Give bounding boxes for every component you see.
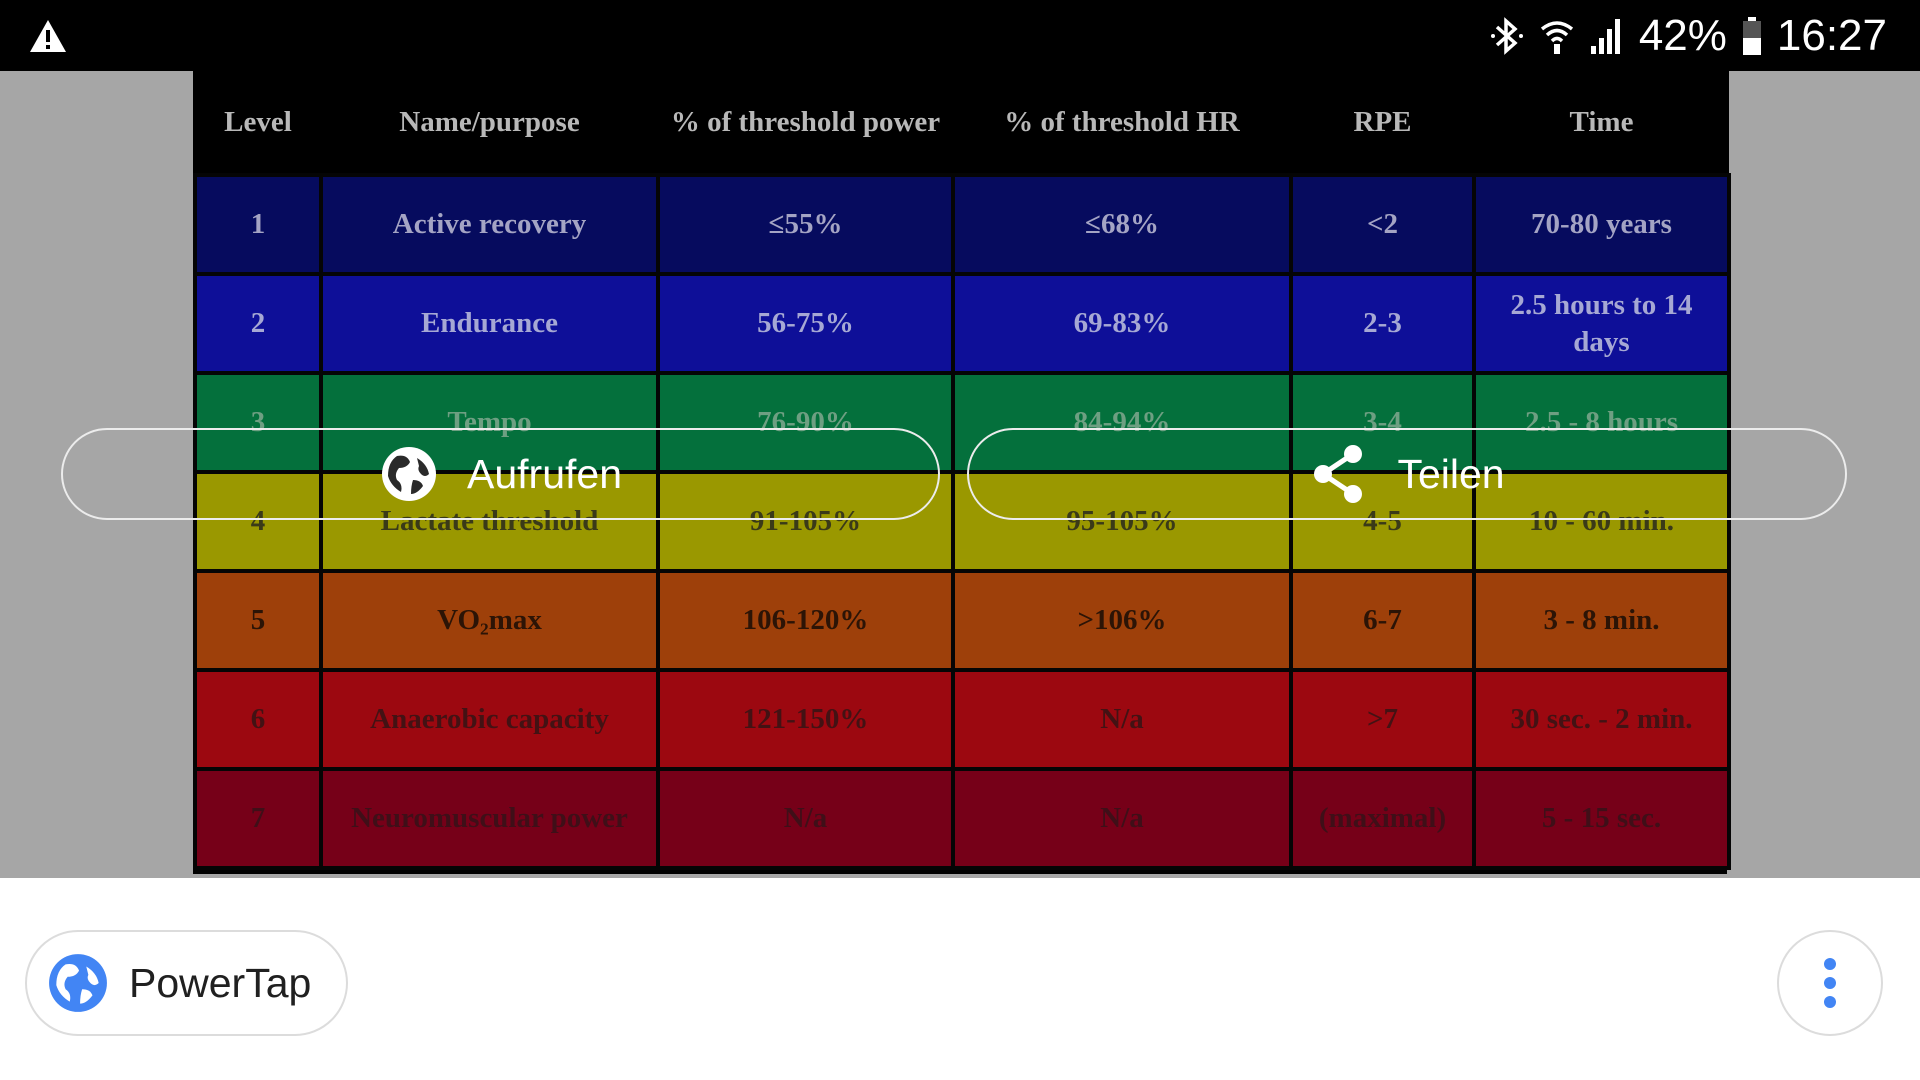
table-cell: ≤55% xyxy=(656,173,955,276)
table-cell: VO₂max xyxy=(319,569,660,672)
table-cell: 5 - 15 sec. xyxy=(1472,767,1731,870)
table-cell: 3-4 xyxy=(1289,371,1476,474)
bluetooth-icon xyxy=(1490,16,1523,55)
table-row: 4 Lactate threshold 91-105% 95-105% 4-5 … xyxy=(193,470,1731,573)
table-cell: 2.5 hours to 14 days xyxy=(1472,272,1731,375)
signal-icon xyxy=(1590,18,1620,54)
table-cell: 30 sec. - 2 min. xyxy=(1472,668,1731,771)
share-button[interactable]: Teilen xyxy=(967,428,1847,520)
status-bar: 42% 16:27 xyxy=(0,0,1920,71)
table-cell: Tempo xyxy=(319,371,660,474)
source-label: PowerTap xyxy=(129,959,312,1006)
table-cell: (maximal) xyxy=(1289,767,1476,870)
table-cell: >7 xyxy=(1289,668,1476,771)
table-cell: 2-3 xyxy=(1289,272,1476,375)
header-hr: % of threshold HR xyxy=(953,71,1291,175)
header-rpe: RPE xyxy=(1291,71,1474,175)
table-cell: 56-75% xyxy=(656,272,955,375)
image-viewer[interactable]: Level Name/purpose % of threshold power … xyxy=(0,71,1920,878)
table-cell: 5 xyxy=(193,569,323,672)
table-cell: >106% xyxy=(951,569,1293,672)
table-cell: 4 xyxy=(193,470,323,573)
battery-percent: 42% xyxy=(1638,10,1727,60)
table-cell: Endurance xyxy=(319,272,660,375)
table-row: 1 Active recovery ≤55% ≤68% <2 70-80 yea… xyxy=(193,173,1731,276)
table-cell: 2 xyxy=(193,272,323,375)
table-cell: 69-83% xyxy=(951,272,1293,375)
table-cell: Lactate threshold xyxy=(319,470,660,573)
header-name: Name/purpose xyxy=(321,71,658,175)
table-cell: 95-105% xyxy=(951,470,1293,573)
table-row: 5 VO₂max 106-120% >106% 6-7 3 - 8 min. xyxy=(193,569,1731,672)
header-power: % of threshold power xyxy=(658,71,953,175)
table-cell: 3 - 8 min. xyxy=(1472,569,1731,672)
table-cell: 10 - 60 min. xyxy=(1472,470,1731,573)
table-cell: 121-150% xyxy=(656,668,955,771)
table-cell: 91-105% xyxy=(656,470,955,573)
table-row: 3 Tempo 76-90% 84-94% 3-4 2.5 - 8 hours xyxy=(193,371,1731,474)
warning-icon xyxy=(30,20,66,52)
table-row: 7 Neuromuscular power N/a N/a (maximal) … xyxy=(193,767,1731,870)
share-label: Teilen xyxy=(1397,450,1505,497)
table-cell: 70-80 years xyxy=(1472,173,1731,276)
visit-label: Aufrufen xyxy=(467,450,622,497)
training-zones-image: Level Name/purpose % of threshold power … xyxy=(193,71,1731,874)
bottom-bar: PowerTap xyxy=(0,878,1920,1080)
table-cell: 1 xyxy=(193,173,323,276)
table-cell: Neuromuscular power xyxy=(319,767,660,870)
table-cell: <2 xyxy=(1289,173,1476,276)
table-cell: N/a xyxy=(951,668,1293,771)
status-icons: 42% 16:27 xyxy=(1489,0,1887,71)
table-cell: 2.5 - 8 hours xyxy=(1472,371,1731,474)
source-chip[interactable]: PowerTap xyxy=(25,930,348,1036)
table-cell: 4-5 xyxy=(1289,470,1476,573)
wifi-icon xyxy=(1540,20,1573,54)
battery-icon xyxy=(1742,16,1761,55)
visit-button[interactable]: Aufrufen xyxy=(61,428,940,520)
table-cell: 7 xyxy=(193,767,323,870)
table-cell: N/a xyxy=(656,767,955,870)
table-cell: 84-94% xyxy=(951,371,1293,474)
table-cell: 6 xyxy=(193,668,323,771)
header-time: Time xyxy=(1474,71,1729,175)
training-zones-table: Level Name/purpose % of threshold power … xyxy=(193,71,1731,870)
table-cell: N/a xyxy=(951,767,1293,870)
table-header-row: Level Name/purpose % of threshold power … xyxy=(195,71,1729,175)
share-icon xyxy=(1314,445,1363,503)
globe-icon xyxy=(382,447,436,501)
more-vert-icon xyxy=(1824,958,1836,1008)
table-cell: Anaerobic capacity xyxy=(319,668,660,771)
header-level: Level xyxy=(195,71,321,175)
more-options-button[interactable] xyxy=(1777,930,1883,1036)
table-cell: 106-120% xyxy=(656,569,955,672)
table-row: 6 Anaerobic capacity 121-150% N/a >7 30 … xyxy=(193,668,1731,771)
globe-icon xyxy=(49,954,107,1012)
clock: 16:27 xyxy=(1776,10,1887,60)
table-cell: 6-7 xyxy=(1289,569,1476,672)
table-cell: ≤68% xyxy=(951,173,1293,276)
table-row: 2 Endurance 56-75% 69-83% 2-3 2.5 hours … xyxy=(193,272,1731,375)
table-cell: Active recovery xyxy=(319,173,660,276)
table-cell: 3 xyxy=(193,371,323,474)
